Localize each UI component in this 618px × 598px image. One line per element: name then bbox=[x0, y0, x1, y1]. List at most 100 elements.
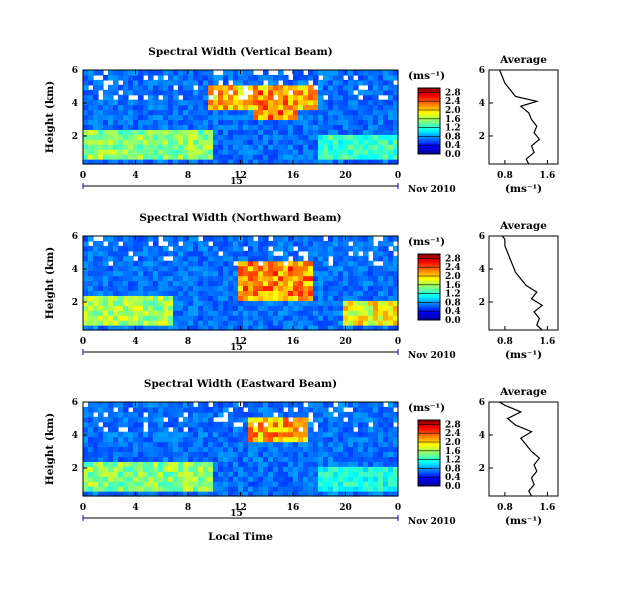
heatmap-cell bbox=[363, 74, 369, 81]
heatmap-cell bbox=[353, 154, 359, 160]
heatmap-cell bbox=[283, 481, 289, 487]
heatmap-cell bbox=[268, 315, 274, 321]
heatmap-cell bbox=[128, 426, 134, 433]
heatmap-cell bbox=[183, 159, 189, 165]
heatmap-cell bbox=[268, 154, 274, 160]
heatmap-cell bbox=[338, 491, 344, 497]
heatmap-cell bbox=[83, 426, 89, 433]
heatmap-cell bbox=[138, 154, 144, 160]
heatmap-cell bbox=[358, 310, 364, 316]
heatmap-cell bbox=[298, 421, 304, 428]
heatmap-cell bbox=[93, 436, 99, 443]
heatmap-cell bbox=[358, 149, 364, 155]
heatmap-cell bbox=[278, 320, 284, 326]
heatmap-cell bbox=[318, 486, 324, 492]
heatmap-cell bbox=[128, 114, 134, 121]
heatmap-cell bbox=[323, 491, 329, 497]
heatmap-cell bbox=[368, 119, 374, 126]
heatmap-cell bbox=[353, 270, 359, 277]
heatmap-cell bbox=[293, 124, 299, 130]
heatmap-cell bbox=[233, 255, 239, 262]
heatmap-cell bbox=[193, 436, 199, 443]
heatmap-cell bbox=[93, 320, 99, 326]
heatmap-cell bbox=[368, 290, 374, 296]
heatmap-cell bbox=[383, 295, 389, 301]
heatmap-cell bbox=[283, 255, 289, 262]
heatmap-cell bbox=[108, 114, 114, 121]
heatmap-cell bbox=[323, 114, 329, 121]
heatmap-cell bbox=[143, 310, 149, 316]
colorbar-tick-label: 0.4 bbox=[445, 473, 461, 483]
heatmap-cell bbox=[283, 411, 289, 418]
heatmap-cell bbox=[348, 491, 354, 497]
heatmap-cell bbox=[88, 134, 94, 140]
heatmap-cell bbox=[293, 486, 299, 492]
heatmap-cell bbox=[108, 144, 114, 150]
heatmap-cell bbox=[183, 491, 189, 497]
heatmap-cell bbox=[168, 250, 174, 257]
heatmap-cell bbox=[288, 436, 294, 443]
heatmap-cell bbox=[93, 149, 99, 155]
heatmap-cell bbox=[253, 265, 259, 272]
heatmap-cell bbox=[148, 280, 154, 287]
heatmap-cell bbox=[163, 411, 169, 418]
heatmap-cell bbox=[123, 119, 129, 126]
heatmap-cell bbox=[128, 236, 134, 242]
heatmap-cell bbox=[298, 406, 304, 413]
heatmap-cell bbox=[343, 446, 349, 453]
heatmap-cell bbox=[168, 295, 174, 301]
heatmap-cell bbox=[188, 114, 194, 121]
heatmap-cell bbox=[333, 451, 339, 458]
heatmap-cell bbox=[368, 129, 374, 135]
heatmap-cell bbox=[93, 270, 99, 277]
heatmap-cell bbox=[368, 285, 374, 292]
heatmap-cell bbox=[283, 104, 289, 111]
heatmap-cell bbox=[213, 436, 219, 443]
heatmap-cell bbox=[328, 149, 334, 155]
heatmap-cell bbox=[178, 159, 184, 165]
heatmap-cell bbox=[183, 99, 189, 106]
heatmap-cell bbox=[283, 325, 289, 331]
heatmap-cell bbox=[133, 245, 139, 252]
heatmap-cell bbox=[198, 491, 204, 497]
heatmap-cell bbox=[323, 476, 329, 482]
heatmap-cell bbox=[298, 275, 304, 282]
heatmap-cell bbox=[153, 416, 159, 423]
heatmap-cell bbox=[318, 265, 324, 272]
heatmap-cell bbox=[168, 119, 174, 126]
heatmap-cell bbox=[238, 406, 244, 413]
heatmap-cell bbox=[343, 476, 349, 482]
heatmap-cell bbox=[353, 144, 359, 150]
heatmap-cell bbox=[253, 315, 259, 321]
heatmap-cell bbox=[163, 159, 169, 165]
heatmap-cell bbox=[393, 461, 399, 467]
heatmap-cell bbox=[268, 144, 274, 150]
heatmap-cell bbox=[268, 250, 274, 257]
heatmap-cell bbox=[208, 446, 214, 453]
heatmap-cell bbox=[178, 250, 184, 257]
heatmap-cell bbox=[338, 275, 344, 282]
heatmap-cell bbox=[363, 129, 369, 135]
heatmap-cell bbox=[283, 270, 289, 277]
heatmap-cell bbox=[348, 144, 354, 150]
heatmap-cell bbox=[113, 70, 119, 76]
heatmap-cell bbox=[203, 310, 209, 316]
heatmap-cell bbox=[93, 486, 99, 492]
heatmap-cell bbox=[138, 280, 144, 287]
heatmap-cell bbox=[348, 285, 354, 292]
heatmap-cell bbox=[233, 236, 239, 242]
heatmap-cell bbox=[303, 441, 309, 448]
heatmap-cell bbox=[363, 139, 369, 145]
heatmap-cell bbox=[368, 134, 374, 140]
heatmap-cell bbox=[143, 285, 149, 292]
heatmap-cell bbox=[263, 461, 269, 467]
heatmap-cell bbox=[368, 144, 374, 150]
heatmap-cell bbox=[188, 461, 194, 467]
heatmap-cell bbox=[268, 456, 274, 462]
heatmap-cell bbox=[163, 139, 169, 145]
heatmap-cell bbox=[318, 240, 324, 247]
heatmap-cell bbox=[143, 441, 149, 448]
heatmap-cell bbox=[348, 402, 354, 408]
heatmap-cell bbox=[233, 456, 239, 462]
heatmap-cell bbox=[188, 290, 194, 296]
